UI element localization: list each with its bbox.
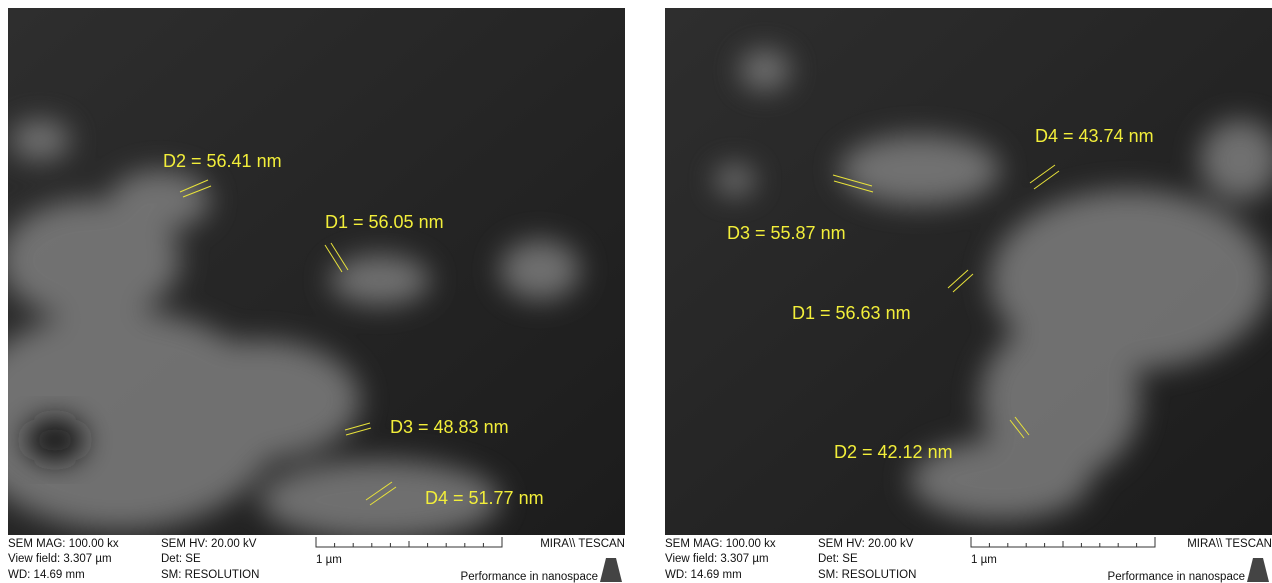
measurement-label: D1 = 56.05 nm (325, 212, 444, 232)
info-bar: SEM MAG: 100.00 kx View field: 3.307 µm … (8, 537, 625, 583)
scale-bar (971, 537, 1155, 547)
figure: D2 = 56.41 nm D1 = 56.05 nm D3 = 48.83 n… (0, 0, 1272, 583)
measurement-label: D4 = 51.77 nm (425, 488, 544, 508)
measurement-label: D3 = 48.83 nm (390, 417, 509, 437)
info-text: WD: 14.69 mm (665, 569, 742, 581)
info-bar: SEM MAG: 100.00 kx View field: 3.307 µm … (665, 537, 1272, 583)
info-text: View field: 3.307 µm (665, 553, 769, 565)
info-text: Det: SE (161, 553, 201, 565)
measurement-label: D1 = 56.63 nm (792, 303, 911, 323)
logo (600, 558, 622, 582)
logo (1247, 558, 1269, 582)
info-text: SEM MAG: 100.00 kx (665, 538, 776, 550)
measurement-label: D2 = 42.12 nm (834, 442, 953, 462)
page: {"panels": [ {"measurements": [{"label":… (0, 0, 1272, 583)
info-text: WD: 14.69 mm (8, 569, 85, 581)
scale-bar (316, 537, 502, 547)
info-text: SEM MAG: 100.00 kx (8, 538, 119, 550)
info-text: MIRA\\ TESCAN (1187, 538, 1272, 550)
info-text: 1 µm (316, 554, 342, 566)
measurement-label: D3 = 55.87 nm (727, 223, 846, 243)
info-text: SEM HV: 20.00 kV (818, 538, 914, 550)
info-text: Performance in nanospace (1108, 571, 1245, 583)
info-text: SM: RESOLUTION (161, 569, 259, 581)
info-text: Performance in nanospace (461, 571, 598, 583)
measurement-label: D2 = 56.41 nm (163, 151, 282, 171)
info-text: MIRA\\ TESCAN (540, 538, 625, 550)
info-text: Det: SE (818, 553, 858, 565)
info-text: 1 µm (971, 554, 997, 566)
sem-image (0, 8, 625, 540)
measurement-label: D4 = 43.74 nm (1035, 126, 1154, 146)
sem-image (665, 8, 1272, 535)
info-text: View field: 3.307 µm (8, 553, 112, 565)
info-text: SEM HV: 20.00 kV (161, 538, 257, 550)
info-text: SM: RESOLUTION (818, 569, 916, 581)
